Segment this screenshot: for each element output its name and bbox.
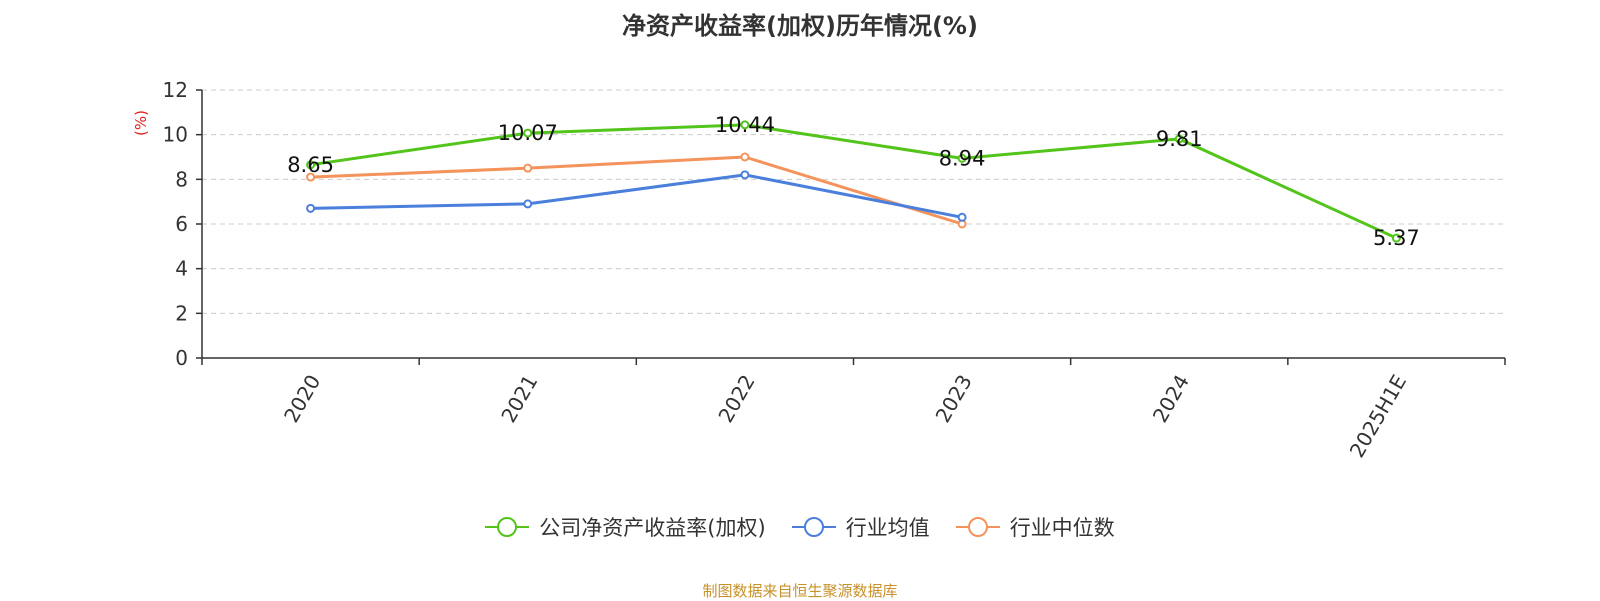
data-point [957, 153, 967, 163]
y-tick-label: 8 [175, 167, 188, 191]
legend-line-circle-icon [485, 517, 530, 537]
legend: 公司净资产收益率(加权) 行业均值 行业中位数 [0, 512, 1600, 542]
data-point [306, 172, 316, 182]
legend-item[interactable]: 行业均值 [791, 512, 930, 542]
data-label: 8.65 [287, 153, 334, 177]
data-point [740, 152, 750, 162]
x-tick-label: 2023 [931, 371, 977, 427]
series-line-0 [310, 123, 1398, 240]
x-tick-label: 2022 [713, 371, 759, 427]
x-tick-label: 2024 [1148, 371, 1194, 427]
legend-item[interactable]: 公司净资产收益率(加权) [485, 512, 766, 542]
y-tick-label: 12 [163, 78, 188, 102]
data-point [523, 128, 533, 138]
y-tick-label: 6 [175, 212, 188, 236]
y-tick-label: 2 [175, 301, 188, 325]
source-note: 制图数据来自恒生聚源数据库 [702, 582, 898, 600]
legend-label: 公司净资产收益率(加权) [539, 516, 766, 540]
x-tick-label: 2021 [496, 371, 542, 427]
data-labels: 8.65 10.07 10.44 8.94 9.81 5.37 [287, 113, 1420, 250]
y-tick-label: 10 [163, 123, 188, 147]
chart-title: 净资产收益率(加权)历年情况(%) [622, 12, 978, 40]
y-tick-label: 0 [175, 346, 188, 370]
legend-label: 行业均值 [845, 516, 930, 540]
data-point [740, 170, 750, 180]
series-line-2 [310, 155, 963, 226]
data-label: 8.94 [939, 146, 986, 170]
legend-line-circle-icon [791, 517, 836, 537]
legend-label: 行业中位数 [1009, 516, 1115, 540]
data-point [523, 163, 533, 173]
grid-lines [202, 89, 1505, 314]
series-lines [306, 120, 1401, 243]
data-point [523, 199, 533, 209]
y-axis-label: (%) [132, 110, 150, 136]
data-label: 10.44 [715, 113, 775, 137]
data-point [1391, 233, 1401, 243]
y-tick-label: 4 [175, 257, 188, 281]
data-point [1174, 134, 1184, 144]
series-line-1 [310, 173, 963, 219]
data-label: 10.07 [498, 121, 558, 145]
x-tick-label: 2025H1E [1345, 371, 1411, 462]
data-label: 9.81 [1156, 127, 1203, 151]
legend-line-circle-icon [955, 517, 1000, 537]
legend-item[interactable]: 行业中位数 [955, 512, 1115, 542]
x-tick-label: 2020 [279, 371, 325, 427]
data-point [957, 212, 967, 222]
data-point [306, 203, 316, 213]
data-point [740, 120, 750, 130]
data-label: 5.37 [1373, 226, 1420, 250]
data-point [306, 160, 316, 170]
